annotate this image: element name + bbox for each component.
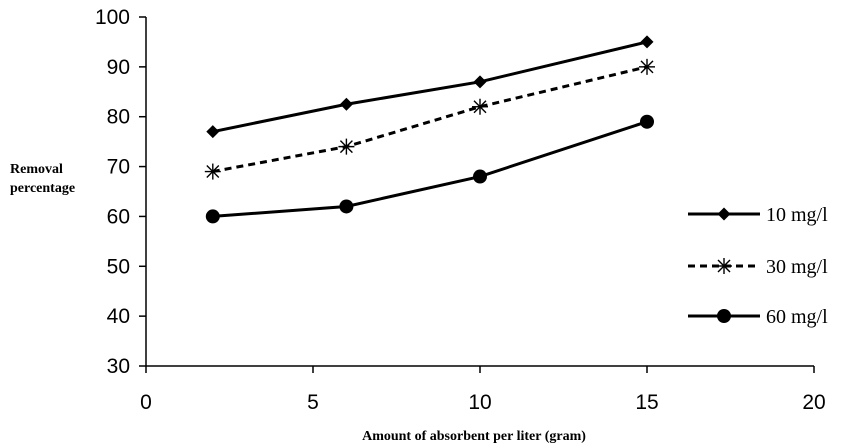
data-point — [339, 97, 353, 111]
data-point — [205, 209, 220, 224]
series-group — [204, 35, 655, 224]
series-line — [212, 40, 648, 134]
data-point — [639, 58, 655, 75]
x-tick-label: 0 — [140, 391, 152, 414]
x-tick-label: 15 — [635, 391, 658, 414]
y-axis-label-line2: percentage — [10, 181, 75, 196]
x-tick-label: 10 — [468, 391, 491, 414]
data-point — [472, 98, 488, 115]
data-point — [473, 75, 487, 89]
legend-label: 30 mg/l — [766, 256, 828, 278]
legend-label: 60 mg/l — [766, 306, 828, 328]
legend-item: 30 mg/l — [688, 256, 828, 278]
x-tick-labels: 0 5 10 15 20 — [140, 391, 826, 414]
y-tick-label: 70 — [107, 156, 130, 179]
y-tick-label: 90 — [107, 56, 130, 79]
y-tick-label: 80 — [107, 106, 130, 129]
data-point — [640, 114, 654, 129]
legend-label: 10 mg/l — [766, 204, 828, 226]
series-0 — [206, 35, 654, 139]
legend-item: 10 mg/l — [688, 204, 828, 226]
axes — [139, 16, 815, 373]
y-tick-label: 100 — [95, 6, 130, 29]
data-point — [338, 138, 355, 155]
data-point — [473, 169, 487, 184]
y-tick-label: 50 — [107, 255, 130, 278]
y-tick-label: 30 — [107, 355, 130, 378]
x-tick-label: 20 — [802, 391, 825, 414]
y-tick-labels: 30 40 50 60 70 80 90 100 — [95, 6, 130, 378]
legend-marker — [717, 207, 731, 221]
legend: 10 mg/l 30 mg/l 60 mg/l — [688, 204, 828, 328]
y-axis-label-line1: Removal — [10, 162, 63, 177]
data-point — [206, 125, 220, 139]
series-line — [212, 65, 648, 174]
legend-item: 60 mg/l — [688, 306, 828, 328]
series-line — [212, 120, 648, 218]
data-point — [204, 163, 221, 180]
data-point — [640, 35, 654, 49]
x-tick-label: 5 — [307, 391, 319, 414]
x-axis-label: Amount of absorbent per liter (gram) — [362, 429, 586, 444]
legend-marker — [717, 309, 731, 323]
series-2 — [205, 114, 654, 224]
data-point — [339, 199, 354, 214]
series-1 — [204, 58, 655, 180]
y-tick-label: 40 — [107, 305, 130, 328]
y-tick-label: 60 — [107, 205, 130, 228]
legend-marker — [716, 258, 732, 274]
